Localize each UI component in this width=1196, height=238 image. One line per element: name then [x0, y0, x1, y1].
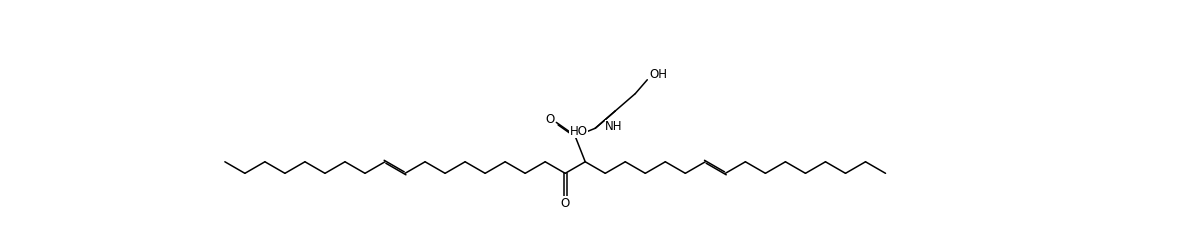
Text: OH: OH [649, 68, 667, 81]
Text: HO: HO [569, 125, 587, 138]
Text: O: O [561, 197, 569, 210]
Text: NH: NH [605, 120, 623, 133]
Text: O: O [545, 113, 555, 126]
